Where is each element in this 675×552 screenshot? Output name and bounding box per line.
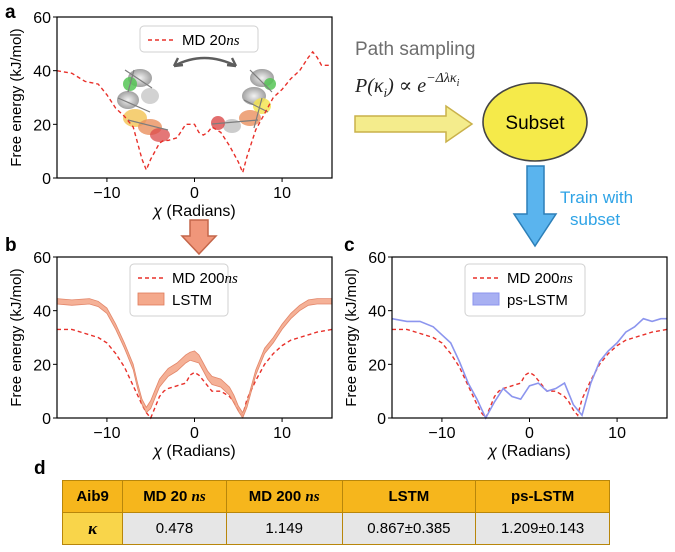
legend-swatch-lstm <box>137 292 165 306</box>
x-axis-label: χ (Radians) <box>151 443 236 460</box>
y-axis-label: Free energy (kJ/mol) <box>343 268 360 406</box>
y-tick-label: 0 <box>42 411 51 428</box>
train-label-line2: subset <box>570 210 620 229</box>
y-tick-label: 20 <box>33 357 51 374</box>
y-tick-label: 40 <box>33 64 51 81</box>
legend-label: LSTM <box>172 292 212 309</box>
panel-label-b: b <box>5 235 17 256</box>
train-label-line1: Train with <box>560 188 633 207</box>
molecule-right-illustration <box>211 69 276 133</box>
x-tick-label: 0 <box>190 425 199 442</box>
x-tick-label: −10 <box>93 425 120 442</box>
orange-arrow-icon <box>180 219 218 256</box>
sampling-formula: P(κi) ∝ e−Δλκi <box>354 71 460 100</box>
series-ps-lstm-line <box>391 317 667 420</box>
y-tick-label: 40 <box>33 304 51 321</box>
table-cell: 0.867±0.385 <box>341 512 477 545</box>
double-headed-arrow-icon <box>173 56 237 68</box>
panel-label-d: d <box>34 458 46 479</box>
y-tick-label: 60 <box>33 10 51 27</box>
y-axis-label: Free energy (kJ/mol) <box>8 28 25 166</box>
results-table: Aib9 MD 20 ns MD 200 ns LSTM ps-LSTM κ 0… <box>61 480 610 545</box>
legend-swatch-ps-lstm <box>472 292 500 306</box>
x-tick-label: −10 <box>428 425 455 442</box>
table-cell: 1.209±0.143 <box>475 512 610 545</box>
subset-label: Subset <box>505 113 565 134</box>
subset-ellipse <box>482 82 588 162</box>
y-tick-label: 0 <box>377 411 386 428</box>
series-md-line <box>56 50 332 175</box>
formula-exponent-sub: i <box>457 78 460 89</box>
blue-arrow-icon <box>512 165 558 248</box>
x-tick-label: 10 <box>273 185 291 202</box>
table-row: κ 0.478 1.149 0.867±0.385 1.209±0.143 <box>61 512 610 545</box>
chart-panel-a: 0 20 40 60 −10 0 10 χ (Radians) Free energy (kJ/… <box>8 10 333 220</box>
y-tick-label: 20 <box>368 357 386 374</box>
x-tick-label: −10 <box>93 185 120 202</box>
molecule-left-illustration <box>117 69 170 142</box>
series-md-line <box>57 328 333 420</box>
yellow-arrow-icon <box>354 104 474 144</box>
chart-panel-c: 0 20 40 60 −10 0 10 χ (Radians) Free energy (kJ/… <box>343 250 668 460</box>
y-tick-label: 0 <box>42 171 51 188</box>
header-cell: MD 200 ns <box>225 480 343 513</box>
formula-exponent: −Δλκ <box>426 71 457 86</box>
panel-label-c: c <box>344 235 355 256</box>
header-cell: ps-LSTM <box>475 480 610 513</box>
x-axis-label: χ (Radians) <box>151 203 236 220</box>
table-header-row: Aib9 MD 20 ns MD 200 ns LSTM ps-LSTM <box>61 480 610 513</box>
legend-label: MD 20ns <box>182 32 240 49</box>
chart-panel-b: 0 20 40 60 −10 0 10 χ (Radians) Free energy (kJ/… <box>8 250 333 460</box>
panel-label-a: a <box>5 2 16 23</box>
x-tick-label: 10 <box>273 425 291 442</box>
table-cell: 1.149 <box>225 512 343 545</box>
legend-box <box>139 25 259 53</box>
header-cell: MD 20 ns <box>122 480 227 513</box>
formula-prefix: P(κ <box>354 75 384 97</box>
molecule-illustrations <box>117 56 276 142</box>
x-axis-label: χ (Radians) <box>486 443 571 460</box>
y-tick-label: 60 <box>33 250 51 267</box>
y-axis-label: Free energy (kJ/mol) <box>8 268 25 406</box>
y-tick-label: 20 <box>33 117 51 134</box>
series-lstm-band <box>56 298 333 419</box>
series-md-line <box>392 328 668 420</box>
x-tick-label: 0 <box>525 425 534 442</box>
y-tick-label: 60 <box>368 250 386 267</box>
legend-label: MD 200ns <box>507 270 573 287</box>
formula-sub: i <box>383 85 387 100</box>
x-tick-label: 10 <box>608 425 626 442</box>
table-cell: 0.478 <box>122 512 227 545</box>
x-tick-label: 0 <box>190 185 199 202</box>
header-cell: LSTM <box>341 480 477 513</box>
path-sampling-label: Path sampling <box>355 39 475 60</box>
row-label-kappa: κ <box>61 512 124 545</box>
legend-label: MD 200ns <box>172 270 238 287</box>
y-tick-label: 40 <box>368 304 386 321</box>
header-cell: Aib9 <box>61 480 124 513</box>
legend-label: ps-LSTM <box>507 292 568 309</box>
formula-mid: ) ∝ e <box>386 75 426 97</box>
